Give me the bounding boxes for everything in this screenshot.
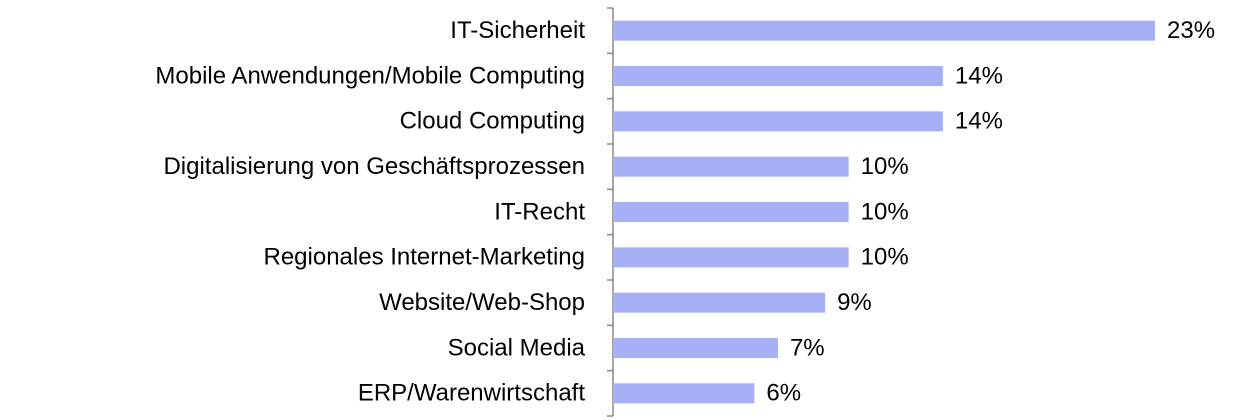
value-label: 10% <box>861 198 909 225</box>
value-label: 14% <box>955 62 1003 89</box>
bar <box>613 66 943 86</box>
value-label: 10% <box>861 244 909 271</box>
value-label: 6% <box>766 380 801 407</box>
bar <box>613 202 849 222</box>
category-label: ERP/Warenwirtschaft <box>358 380 586 407</box>
category-label: Cloud Computing <box>400 108 585 135</box>
value-label: 7% <box>790 334 825 361</box>
bar <box>613 156 849 177</box>
bar <box>613 111 943 132</box>
value-label: 23% <box>1167 17 1215 44</box>
value-label: 9% <box>837 289 872 316</box>
category-label: Website/Web-Shop <box>379 289 585 316</box>
category-label: Digitalisierung von Geschäftsprozessen <box>163 153 585 180</box>
bar <box>613 338 778 358</box>
category-label: Mobile Anwendungen/Mobile Computing <box>155 62 585 89</box>
value-label: 10% <box>861 153 909 180</box>
category-label: IT-Sicherheit <box>450 17 585 44</box>
bar <box>613 292 826 313</box>
bar <box>613 20 1155 41</box>
bar <box>613 247 849 268</box>
category-label: IT-Recht <box>494 198 585 225</box>
category-label: Regionales Internet-Marketing <box>263 244 585 271</box>
category-label: Social Media <box>448 334 586 361</box>
value-label: 14% <box>955 108 1003 135</box>
bar <box>613 383 755 404</box>
